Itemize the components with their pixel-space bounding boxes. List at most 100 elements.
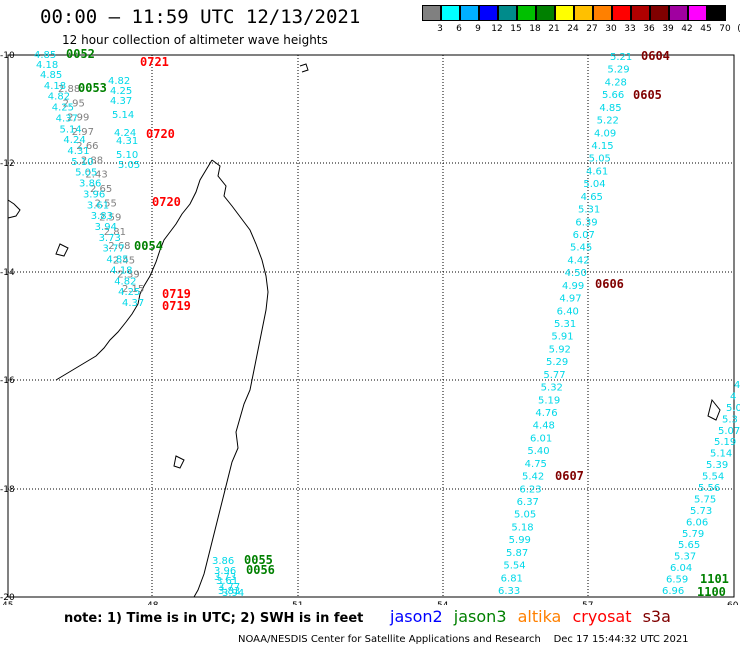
credit-line: NOAA/NESDIS Center for Satellite Applica…: [238, 634, 689, 645]
wave-height-value: 4.85: [599, 103, 621, 114]
wave-height-value: 4.97: [559, 294, 581, 305]
wave-height-value: 6.33: [498, 586, 520, 597]
wave-height-value: 5.31: [554, 319, 576, 330]
wave-height-value: 3.61: [87, 200, 109, 211]
wave-height-value: 6.01: [530, 433, 552, 444]
colorbar-swatch: [688, 5, 707, 21]
colorbar-swatch: [422, 5, 441, 21]
wave-height-value: 4.50: [565, 268, 587, 279]
colorbar-swatch: [498, 5, 517, 21]
lat-label: -20: [0, 593, 15, 603]
map-grid: [8, 55, 734, 597]
wave-height-value: 4.85: [106, 255, 128, 266]
colorbar-swatch: [631, 5, 650, 21]
map-title: 00:00 — 11:59 UTC 12/13/2021: [40, 6, 361, 28]
wave-height-value: 6.07: [573, 230, 595, 241]
wave-height-value: 5.73: [690, 506, 712, 517]
wave-height-value: 2.55: [95, 198, 117, 209]
wave-height-value: 4.31: [116, 136, 138, 147]
wave-height-value: 6.59: [666, 575, 688, 586]
wave-height-value: 3.94: [222, 588, 244, 599]
wave-height-value: 2.66: [76, 141, 98, 152]
wave-height-value: 4.31: [67, 146, 89, 157]
wave-height-value: 3.73: [214, 572, 236, 583]
wave-height-value: 2.15: [122, 284, 144, 295]
pass-time: 0721: [140, 55, 169, 69]
wave-height-value: 4.61: [586, 166, 608, 177]
wave-height-value: 5.10: [116, 150, 138, 161]
colorbar-label: 27: [586, 24, 598, 34]
pass-time: 0052: [66, 47, 95, 61]
wave-height-value: 5.22: [597, 116, 619, 127]
colorbar-label: (ft): [734, 24, 740, 34]
lon-label: 57: [582, 601, 593, 605]
wave-height-value: 6.96: [662, 586, 684, 597]
colorbar-label: 9: [475, 24, 481, 34]
wave-height-value: 6.37: [517, 497, 539, 508]
wave-height-value: 5.18: [511, 522, 533, 533]
legend-jason3: jason3: [453, 607, 507, 626]
wave-height-value: 5.05: [75, 168, 97, 179]
legend-altika: altika: [517, 607, 562, 626]
colorbar-label: 36: [643, 24, 655, 34]
wave-height-value: 2.59: [99, 213, 121, 224]
colorbar-label: 3: [437, 24, 443, 34]
wave-height-value: 4.25: [52, 103, 74, 114]
wave-height-value: 4.25: [110, 86, 132, 97]
colorbar-label: 21: [548, 24, 560, 34]
colorbar-swatch: [555, 5, 574, 21]
wave-height-value: 6.81: [501, 573, 523, 584]
wave-height-value: 2.39: [117, 270, 139, 281]
altimeter-tracks: 5.215.294.285.664.855.224.094.155.054.61…: [34, 47, 740, 599]
wave-height-value: 3.86: [79, 179, 101, 190]
colorbar-swatch: [441, 5, 460, 21]
wave-height-value: 6.04: [670, 563, 692, 574]
colorbar-label: 39: [662, 24, 674, 34]
colorbar-label: 6: [456, 24, 462, 34]
map-frame: [7, 54, 735, 598]
wave-height-value: 5.75: [694, 494, 716, 505]
wave-height-value: 6.40: [557, 306, 579, 317]
wave-height-value: 4.24: [63, 135, 85, 146]
colorbar-label: 18: [529, 24, 541, 34]
map-subtitle: 12 hour collection of altimeter wave hei…: [62, 33, 328, 47]
colorbar-label: 12: [491, 24, 503, 34]
wave-height-value: 4.15: [591, 141, 613, 152]
pass-time: 0719: [162, 299, 191, 313]
wave-height-value: 4.09: [594, 128, 616, 139]
wave-height-value: 4.82: [108, 76, 130, 87]
wave-height-value: 2.95: [63, 98, 85, 109]
wave-height-value: 4.28: [605, 77, 627, 88]
colorbar-swatch: [479, 5, 498, 21]
wave-height-value: 3.77: [102, 244, 124, 255]
wave-height-value: 3.96: [214, 566, 236, 577]
wave-height-value: 5.14: [710, 449, 732, 460]
wave-height-value: 3.83: [218, 586, 240, 597]
lon-label: 54: [437, 601, 449, 605]
pass-time: 0605: [633, 88, 662, 102]
wave-height-value: 4.76: [535, 408, 557, 419]
colorbar-swatch: [574, 5, 593, 21]
wave-height-value: 3.96: [83, 189, 105, 200]
wave-height-value: 5.87: [506, 548, 528, 559]
wave-height-value: 5.91: [551, 332, 573, 343]
colorbar-label: 42: [681, 24, 693, 34]
pass-time: 0720: [152, 195, 181, 209]
lat-label: -10: [0, 51, 15, 61]
wave-height-value: 5.42: [522, 472, 544, 483]
lon-label: 45: [2, 601, 13, 605]
wave-height-value: 2.65: [90, 184, 112, 195]
pass-time: 0056: [246, 563, 275, 577]
wave-height-value: 5.79: [682, 529, 704, 540]
wave-height-value: 5.45: [570, 243, 592, 254]
colorbar-swatch: [669, 5, 688, 21]
wave-height-value: 6.39: [575, 217, 597, 228]
pass-time: 0606: [595, 277, 624, 291]
colorbar-label: 33: [624, 24, 636, 34]
coastline: [7, 63, 721, 598]
wave-height-value: 2.45: [113, 255, 135, 266]
wave-height-value: 4.18: [36, 60, 58, 71]
wave-height-value: 3.77: [218, 582, 240, 593]
colorbar-label: 24: [567, 24, 579, 34]
wave-height-value: 5.56: [698, 483, 720, 494]
